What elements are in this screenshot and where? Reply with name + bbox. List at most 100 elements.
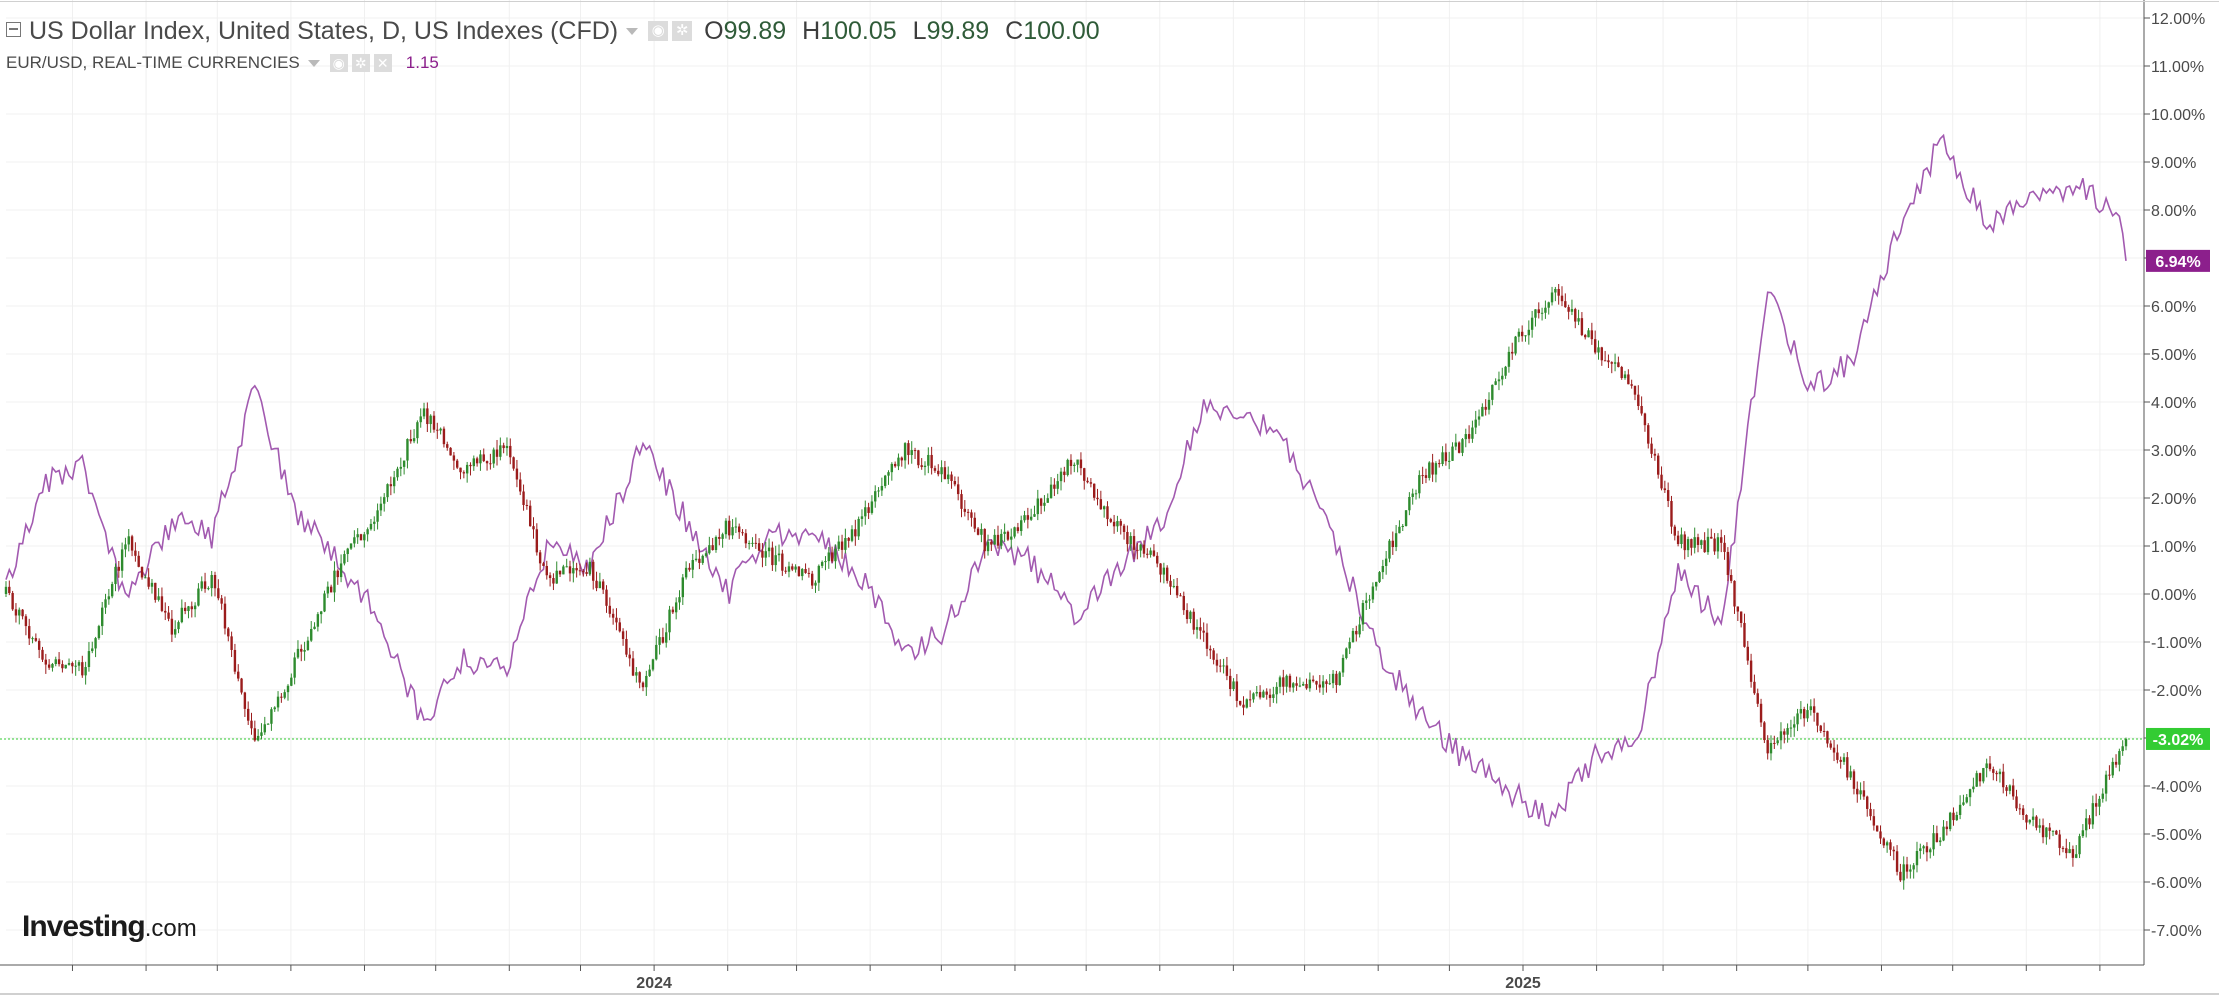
candle xyxy=(542,561,545,567)
candle-body xyxy=(1610,362,1613,364)
overlay-series-title[interactable]: EUR/USD, REAL-TIME CURRENCIES xyxy=(6,53,300,72)
candle-body xyxy=(1384,558,1388,567)
candle xyxy=(1408,492,1411,516)
candle-body xyxy=(1156,555,1159,564)
candle-body xyxy=(296,648,300,658)
candle xyxy=(1438,459,1441,468)
chevron-down-icon[interactable] xyxy=(307,59,320,67)
candle-body xyxy=(419,416,422,423)
candle-body xyxy=(1726,551,1730,576)
candle xyxy=(1328,674,1331,686)
candle-body xyxy=(1922,846,1925,849)
overlay-series-legend: EUR/USD, REAL-TIME CURRENCIES ◉ ✲ ✕ 1.15 xyxy=(6,50,1116,76)
candle-body xyxy=(363,534,366,541)
candle-body xyxy=(966,511,970,513)
candle xyxy=(2118,748,2121,772)
eye-icon[interactable]: ◉ xyxy=(329,54,348,72)
eye-icon[interactable]: ◉ xyxy=(648,21,669,41)
candle-body xyxy=(67,663,71,665)
gear-icon[interactable]: ✲ xyxy=(351,54,370,72)
candle-body xyxy=(628,654,631,659)
candle-body xyxy=(1965,797,1968,803)
candle-body xyxy=(164,610,167,613)
candle xyxy=(1122,523,1126,540)
candle xyxy=(864,500,867,525)
x-axis[interactable]: 2024 2025 xyxy=(71,965,2101,992)
collapse-legend-button[interactable] xyxy=(6,21,21,37)
candle-body xyxy=(2091,803,2095,825)
candle-body xyxy=(1066,459,1069,476)
candle-body xyxy=(110,584,114,597)
candle-body xyxy=(575,568,578,571)
candle xyxy=(1895,845,1899,876)
candle xyxy=(469,462,472,476)
candle-body xyxy=(621,631,625,639)
candle xyxy=(757,538,761,552)
candle xyxy=(2121,740,2124,756)
candle-body xyxy=(200,581,203,589)
candle-body xyxy=(2038,825,2041,828)
candle xyxy=(923,461,927,476)
candle xyxy=(1617,356,1620,368)
gear-icon[interactable]: ✲ xyxy=(672,21,693,41)
candle xyxy=(2111,757,2114,778)
candle xyxy=(1365,592,1368,611)
candle-body xyxy=(1749,660,1753,682)
candle xyxy=(1487,392,1491,415)
candle-body xyxy=(1524,335,1527,337)
candle xyxy=(1126,525,1129,552)
close-icon[interactable]: ✕ xyxy=(373,54,392,72)
candle-body xyxy=(1756,693,1759,704)
candle-body xyxy=(283,692,286,698)
candle xyxy=(1202,622,1205,642)
candle-body xyxy=(1763,722,1766,741)
candle-body xyxy=(366,529,369,535)
candle xyxy=(708,536,711,555)
candle-body xyxy=(329,586,333,593)
candle xyxy=(1451,442,1454,461)
candle xyxy=(1338,671,1341,686)
candle xyxy=(1869,802,1872,821)
candle-body xyxy=(2015,796,2018,809)
candle-body xyxy=(1020,520,1023,532)
candle-body xyxy=(386,484,389,498)
candle-body xyxy=(406,439,409,461)
candle-body xyxy=(1421,475,1424,477)
candle-body xyxy=(1023,515,1026,521)
candle xyxy=(1816,712,1819,733)
candle-body xyxy=(1013,527,1016,537)
chevron-down-icon[interactable] xyxy=(626,27,639,35)
main-series-title[interactable]: US Dollar Index, United States, D, US In… xyxy=(29,16,619,45)
candle xyxy=(2002,763,2005,794)
candle-body xyxy=(1643,413,1647,426)
candle-body xyxy=(416,422,419,439)
candle-body xyxy=(246,708,250,721)
candle xyxy=(1192,608,1195,635)
candle-body xyxy=(525,504,529,506)
candle-body xyxy=(170,618,174,635)
candle-body xyxy=(1630,384,1633,386)
candle-body xyxy=(379,503,383,511)
candle-body xyxy=(1633,385,1637,395)
candle-body xyxy=(54,659,57,664)
candle-body xyxy=(2088,818,2091,825)
candle xyxy=(794,564,797,573)
candle xyxy=(114,563,117,592)
candle-body xyxy=(1932,833,1935,850)
candle xyxy=(97,624,101,640)
candle-body xyxy=(24,616,28,627)
candle-body xyxy=(1391,540,1394,548)
y-axis[interactable]: 12.00%11.00%10.00%9.00%8.00%7.00%6.00%5.… xyxy=(2144,11,2205,940)
candle-body xyxy=(2011,785,2015,797)
candle-body xyxy=(2071,849,2075,858)
y-tick-label: 11.00% xyxy=(2151,59,2204,76)
candle-body xyxy=(691,560,694,570)
candle xyxy=(81,655,84,678)
candle-body xyxy=(1816,712,1819,726)
candle xyxy=(223,596,227,635)
candle xyxy=(1358,616,1361,638)
candle xyxy=(545,560,548,580)
candle xyxy=(1096,488,1099,506)
candle xyxy=(877,487,880,498)
